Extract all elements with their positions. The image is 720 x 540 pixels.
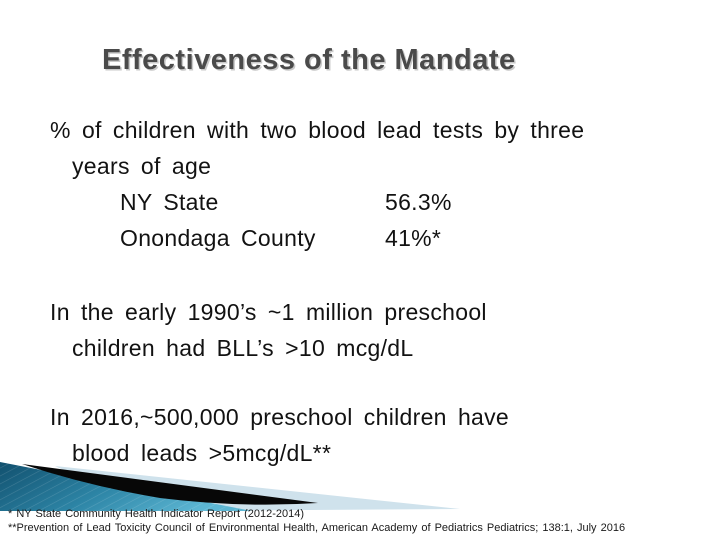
footnote-1: * NY State Community Health Indicator Re… — [8, 508, 304, 520]
footnotes: * NY State Community Health Indicator Re… — [8, 508, 720, 535]
stat-row-label: NY State — [120, 189, 219, 215]
slide-title: Effectiveness of the Mandate — [102, 44, 516, 76]
stat-row-value: 56.3% — [385, 189, 452, 215]
swoosh-pale-triangle — [55, 466, 460, 511]
stat-row-onondaga-county: Onondaga County 41%* — [0, 220, 720, 256]
paragraph-1990s-line2: children had BLL’s >10 mcg/dL — [72, 335, 414, 361]
paragraph-2016-line2: blood leads >5mcg/dL** — [72, 440, 332, 466]
stat-heading-line1: % of children with two blood lead tests … — [50, 117, 585, 143]
slide-body: % of children with two blood lead tests … — [0, 112, 720, 471]
paragraph-1990s-line1: In the early 1990’s ~1 million preschool — [50, 299, 487, 325]
paragraph-2016: In 2016,~500,000 preschool children have… — [0, 399, 720, 471]
stat-row-label: Onondaga County — [120, 225, 316, 251]
paragraph-2016-line1: In 2016,~500,000 preschool children have — [50, 404, 510, 430]
stat-heading-line2: years of age — [72, 153, 212, 179]
stat-row-ny-state: NY State 56.3% — [0, 184, 720, 220]
footnote-2: **Prevention of Lead Toxicity Council of… — [8, 521, 626, 534]
stat-row-value: 41%* — [385, 225, 442, 251]
paragraph-1990s: In the early 1990’s ~1 million preschool… — [0, 294, 720, 366]
stat-block: % of children with two blood lead tests … — [0, 112, 720, 256]
